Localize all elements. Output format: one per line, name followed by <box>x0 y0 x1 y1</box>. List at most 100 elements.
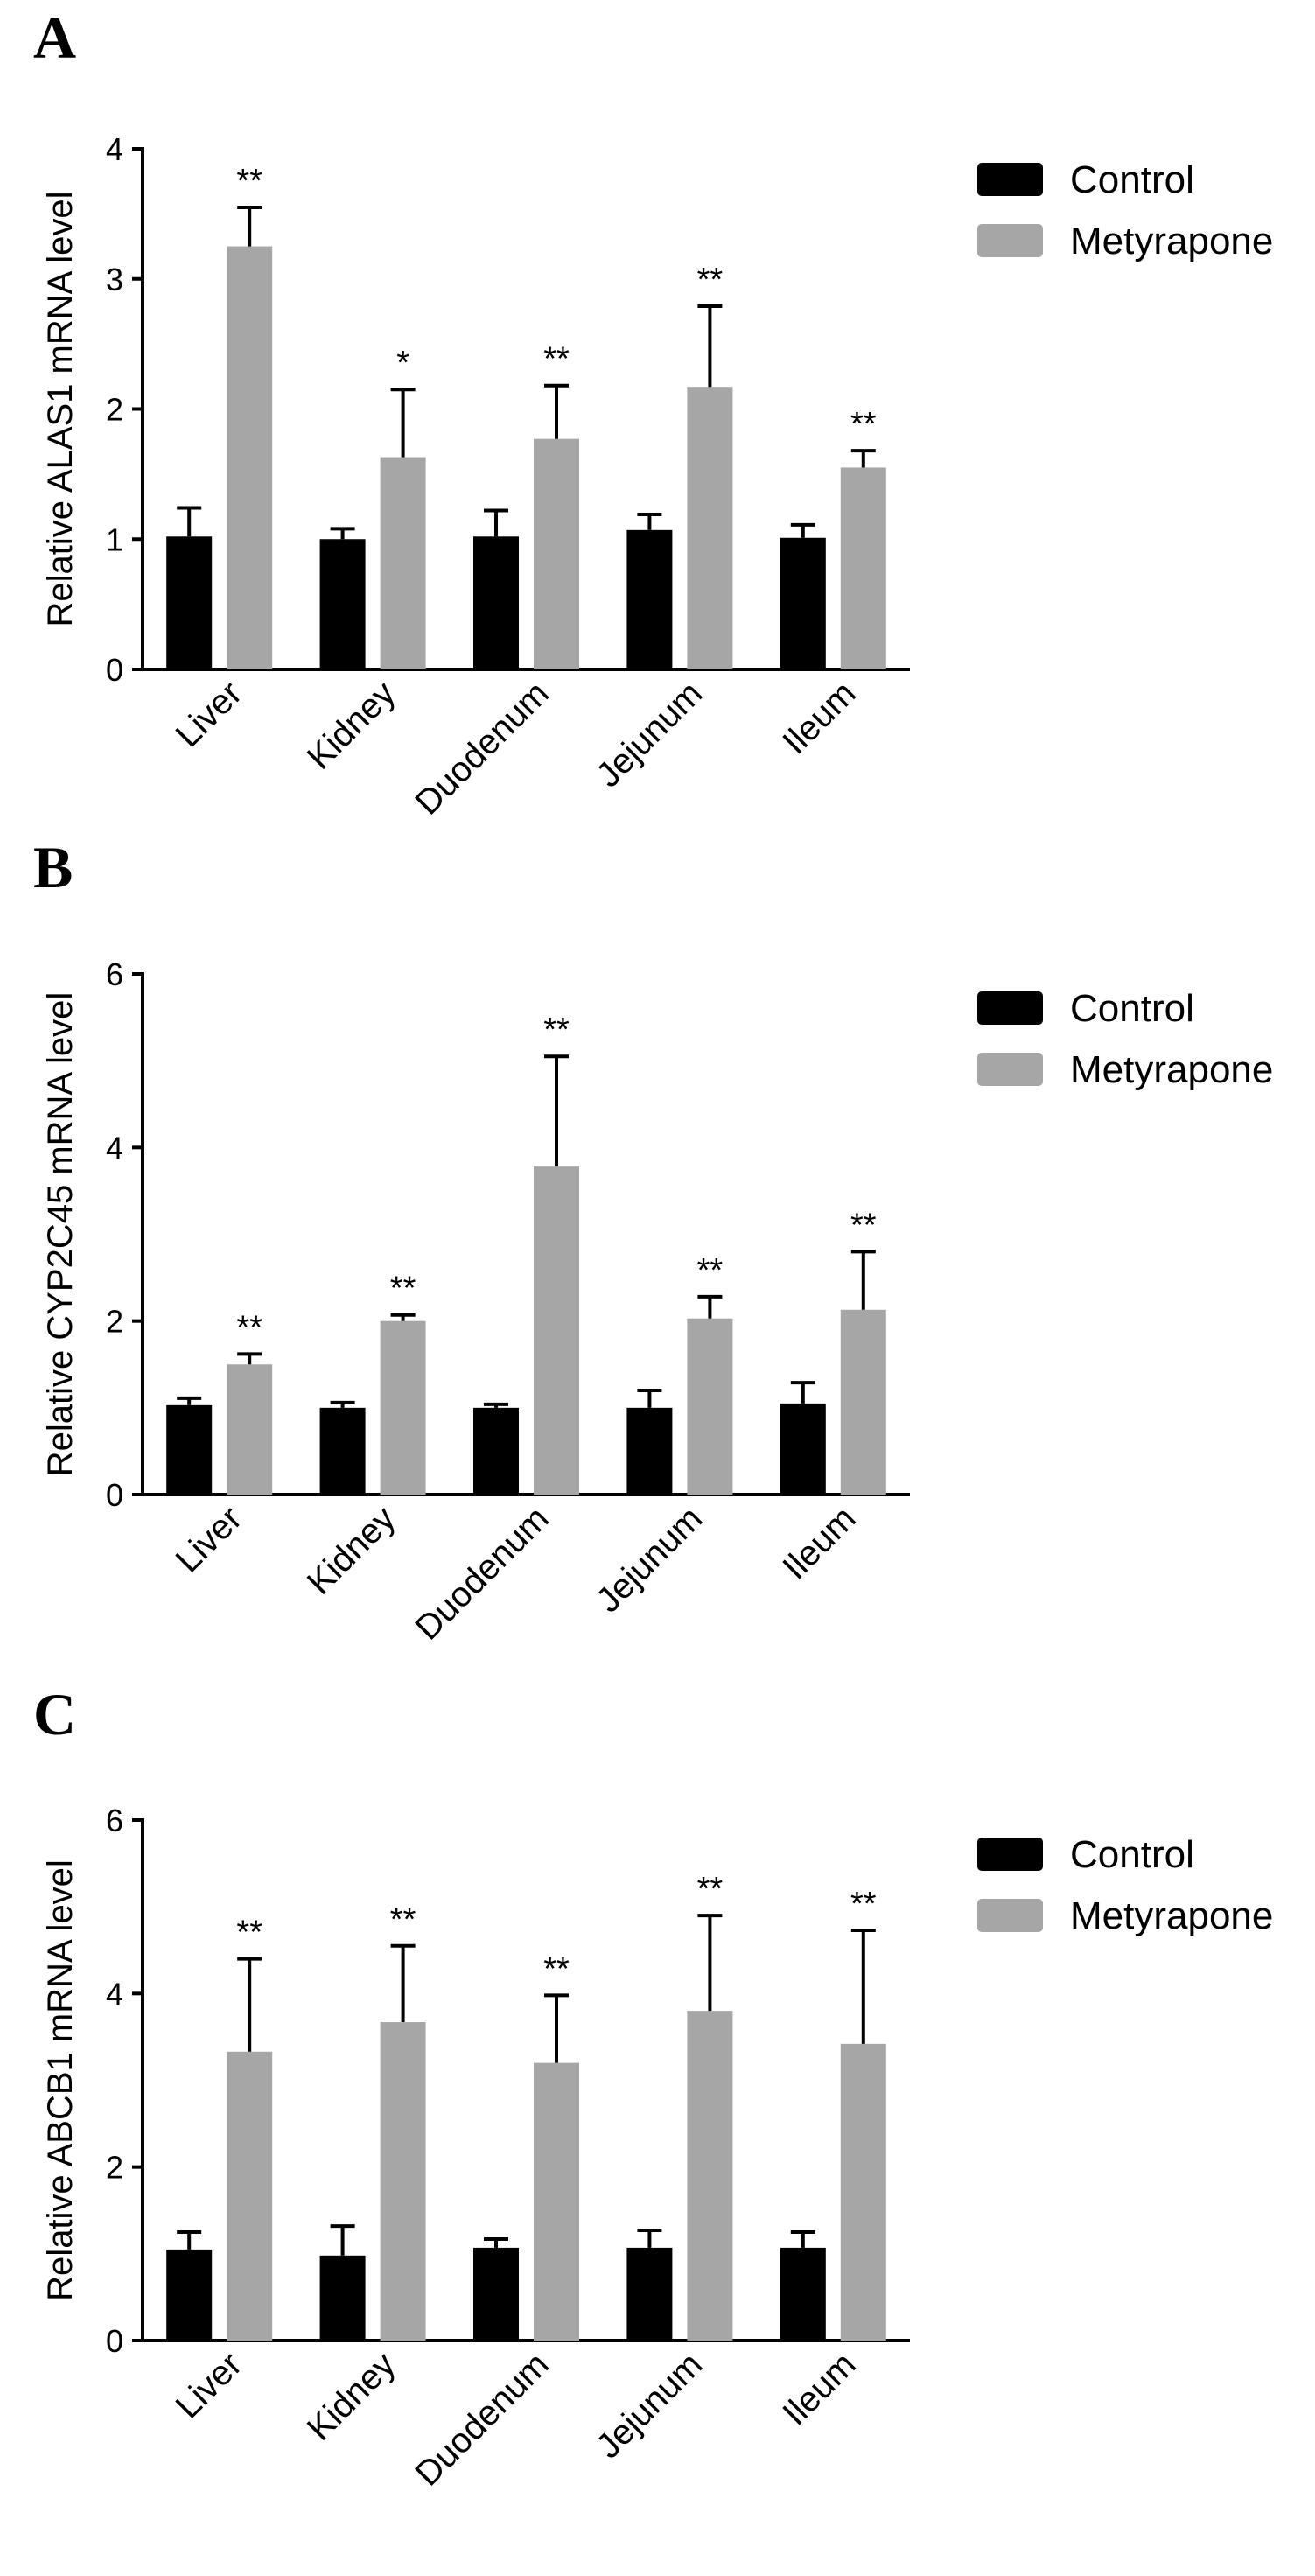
chart-a-plot: 0 1 2 3 4 Relative ALAS1 mRNA level ** Liver * Ki… <box>41 131 910 822</box>
bar-metyrapone-duodenum <box>534 1166 579 1494</box>
significance-marker: ** <box>236 1914 262 1951</box>
x-category-label: Ileum <box>775 2345 863 2432</box>
y-axis-title: Relative CYP2C45 mRNA level <box>41 992 80 1477</box>
y-tick-label: 4 <box>106 131 123 167</box>
significance-marker: ** <box>236 1309 262 1346</box>
bar-metyrapone-kidney <box>380 2022 426 2341</box>
chart-c-plot: 0 2 4 6 Relative ABCB1 mRNA level ** Liver ** Ki… <box>41 1802 910 2494</box>
bar-control-kidney <box>319 539 366 669</box>
y-tick-label: 4 <box>106 1976 123 2012</box>
bar-control-ileum <box>780 2247 826 2341</box>
significance-marker: ** <box>850 1207 877 1243</box>
bar-control-kidney <box>319 2255 366 2341</box>
legend-swatch-metyrapone <box>977 1053 1043 1086</box>
panel-letter-a: A <box>33 4 76 71</box>
bar-metyrapone-liver <box>227 1364 273 1494</box>
x-category-label: Jejunum <box>589 674 710 794</box>
bar-metyrapone-ileum <box>840 2043 886 2341</box>
x-category-label: Jejunum <box>589 1499 710 1620</box>
bar-metyrapone-liver <box>227 2051 273 2341</box>
bar-control-duodenum <box>473 536 519 669</box>
y-tick-label: 1 <box>106 522 123 557</box>
significance-marker: ** <box>697 1871 724 1908</box>
significance-marker: ** <box>850 406 877 443</box>
bar-control-liver <box>166 1404 213 1494</box>
legend-swatch-metyrapone <box>977 1899 1043 1932</box>
significance-marker: ** <box>697 1252 724 1289</box>
bar-control-ileum <box>780 537 826 669</box>
bar-metyrapone-duodenum <box>534 438 579 669</box>
chart-a-legend: Control Metyrapone <box>977 158 1273 262</box>
x-category-label: Duodenum <box>408 2345 556 2493</box>
bar-metyrapone-jejunum <box>687 387 733 669</box>
y-tick-label: 3 <box>106 262 123 298</box>
x-category-label: Kidney <box>300 2345 403 2448</box>
significance-marker: ** <box>850 1886 877 1922</box>
x-category-label: Liver <box>169 674 249 754</box>
bar-control-ileum <box>780 1403 826 1494</box>
x-category-label: Kidney <box>300 1499 403 1602</box>
chart-b-legend: Control Metyrapone <box>977 987 1273 1091</box>
significance-marker: ** <box>543 1950 570 1987</box>
y-tick-label: 0 <box>106 2323 123 2359</box>
legend-label-control: Control <box>1070 987 1194 1030</box>
bar-control-jejunum <box>626 529 673 669</box>
significance-marker: ** <box>390 1901 416 1938</box>
bar-control-kidney <box>319 1407 366 1494</box>
y-tick-label: 4 <box>106 1130 123 1166</box>
panel-c: C 0 2 4 6 Relative ABCB1 mRNA level ** Liver **… <box>33 1681 1273 2494</box>
bar-control-jejunum <box>626 1407 673 1494</box>
x-category-label: Jejunum <box>589 2345 710 2466</box>
bar-control-liver <box>166 2249 213 2341</box>
y-tick-label: 2 <box>106 2150 123 2186</box>
y-tick-label: 2 <box>106 392 123 428</box>
legend-swatch-metyrapone <box>977 224 1043 257</box>
bar-metyrapone-duodenum <box>534 2062 579 2341</box>
y-axis-title: Relative ALAS1 mRNA level <box>41 191 80 626</box>
legend-swatch-control <box>977 1838 1043 1871</box>
x-category-label: Liver <box>169 1499 249 1579</box>
significance-marker: ** <box>697 262 724 298</box>
bar-metyrapone-kidney <box>380 1320 426 1494</box>
bar-metyrapone-kidney <box>380 457 426 669</box>
bar-control-jejunum <box>626 2247 673 2341</box>
legend-label-control: Control <box>1070 1833 1194 1876</box>
significance-marker: ** <box>236 163 262 200</box>
legend-swatch-control <box>977 991 1043 1025</box>
bar-metyrapone-jejunum <box>687 1318 733 1494</box>
legend-label-control: Control <box>1070 158 1194 201</box>
significance-marker: ** <box>543 341 570 378</box>
bar-metyrapone-ileum <box>840 467 886 669</box>
legend-label-metyrapone: Metyrapone <box>1070 220 1273 262</box>
y-tick-label: 2 <box>106 1304 123 1340</box>
bar-metyrapone-liver <box>227 246 273 669</box>
significance-marker: ** <box>390 1270 416 1307</box>
panel-letter-b: B <box>33 834 73 900</box>
x-category-label: Kidney <box>300 674 403 777</box>
y-tick-label: 6 <box>106 1802 123 1838</box>
y-tick-label: 0 <box>106 1477 123 1513</box>
significance-marker: * <box>396 345 409 382</box>
x-category-label: Ileum <box>775 674 863 761</box>
panel-a: A 0 1 2 3 4 Relative ALAS1 mRNA level ** Liver *… <box>33 4 1273 822</box>
x-category-label: Duodenum <box>408 674 556 822</box>
legend-label-metyrapone: Metyrapone <box>1070 1894 1273 1937</box>
y-tick-label: 0 <box>106 652 123 688</box>
panel-b: B 0 2 4 6 Relative CYP2C45 mRNA level ** Liver… <box>33 834 1273 1648</box>
y-tick-label: 6 <box>106 956 123 992</box>
bar-metyrapone-ileum <box>840 1309 886 1494</box>
legend-label-metyrapone: Metyrapone <box>1070 1048 1273 1091</box>
legend-swatch-control <box>977 163 1043 196</box>
chart-b-plot: 0 2 4 6 Relative CYP2C45 mRNA level ** Liver **… <box>41 956 910 1648</box>
significance-marker: ** <box>543 1012 570 1048</box>
chart-c-legend: Control Metyrapone <box>977 1833 1273 1937</box>
bar-control-liver <box>166 536 213 669</box>
x-category-label: Duodenum <box>408 1499 556 1647</box>
x-category-label: Ileum <box>775 1499 863 1586</box>
bar-control-duodenum <box>473 1407 519 1494</box>
panel-letter-c: C <box>33 1681 76 1747</box>
y-axis-title: Relative ABCB1 mRNA level <box>41 1859 80 2301</box>
x-category-label: Liver <box>169 2345 249 2426</box>
bar-metyrapone-jejunum <box>687 2011 733 2341</box>
